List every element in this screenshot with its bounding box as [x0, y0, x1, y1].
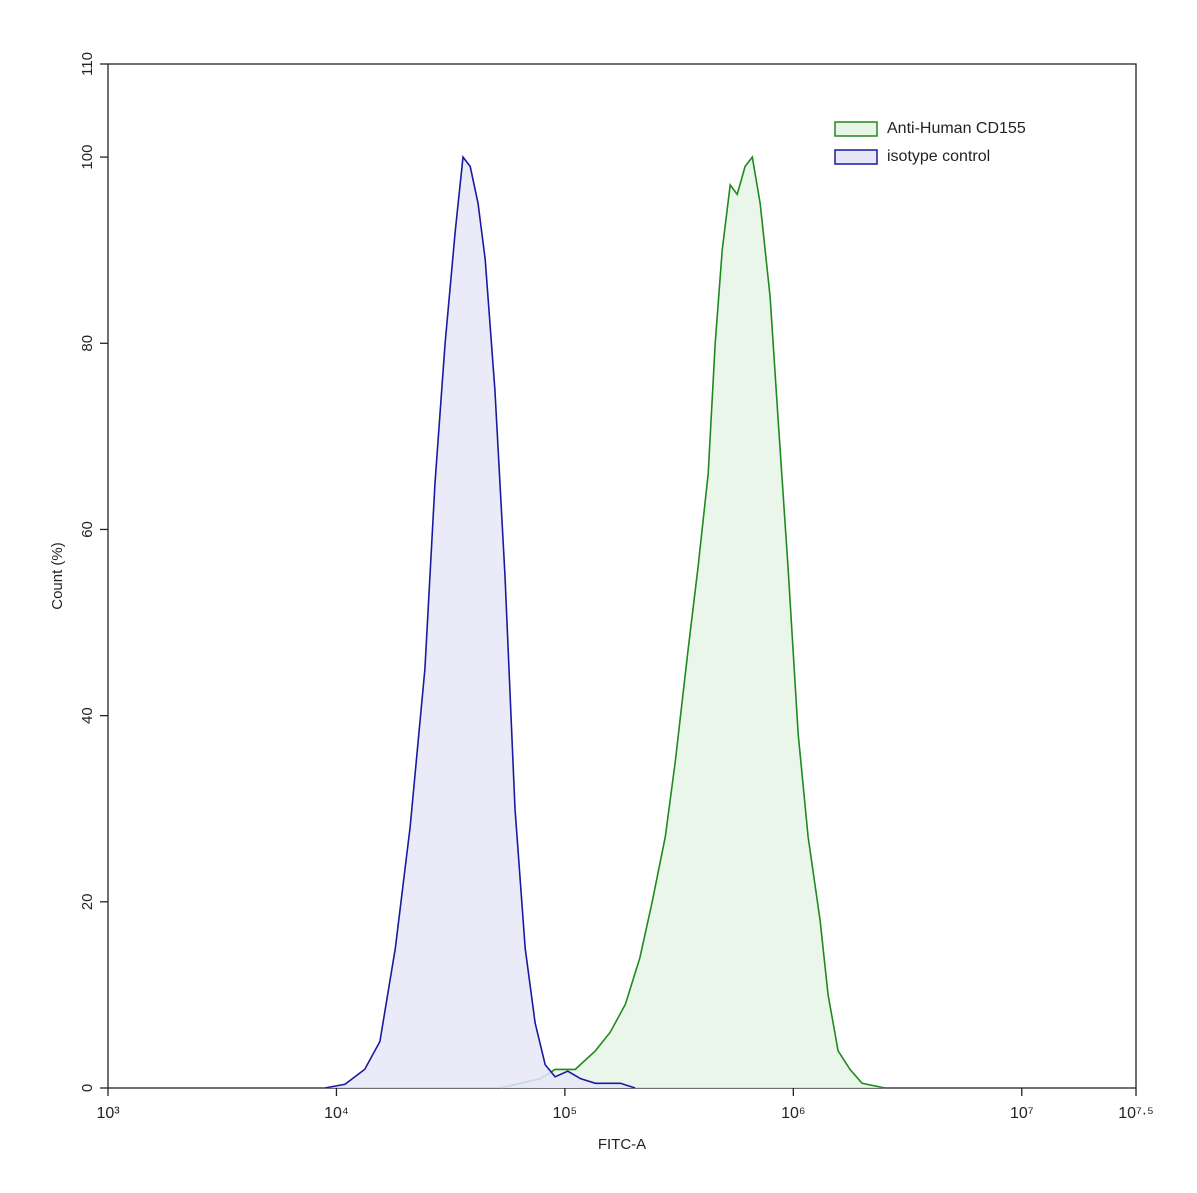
x-axis-label: FITC-A — [598, 1136, 646, 1153]
legend-swatch — [834, 121, 878, 137]
x-tick-label: 10⁷·⁵ — [1118, 1105, 1154, 1122]
histogram-curve — [324, 155, 636, 1089]
legend-label: Anti-Human CD155 — [887, 120, 1026, 137]
y-tick-label: 0 — [79, 1084, 96, 1092]
x-tick-label: 10⁷ — [1010, 1105, 1034, 1122]
y-tick-label: 110 — [79, 52, 96, 76]
y-tick-label: 60 — [79, 521, 96, 538]
y-tick-label: 20 — [79, 893, 96, 910]
y-tick-label: 80 — [79, 335, 96, 352]
histogram-curve — [499, 155, 886, 1089]
y-tick-label: 40 — [79, 707, 96, 724]
x-tick-label: 10⁶ — [781, 1105, 805, 1122]
plot-frame — [107, 63, 1137, 1089]
x-tick-label: 10³ — [96, 1105, 120, 1122]
legend-label: isotype control — [887, 148, 990, 165]
y-axis-label: Count (%) — [49, 542, 66, 610]
legend-swatch — [834, 149, 878, 165]
x-tick-label: 10⁵ — [553, 1105, 577, 1122]
x-tick-label: 10⁴ — [324, 1105, 349, 1122]
y-tick-label: 100 — [79, 145, 96, 170]
